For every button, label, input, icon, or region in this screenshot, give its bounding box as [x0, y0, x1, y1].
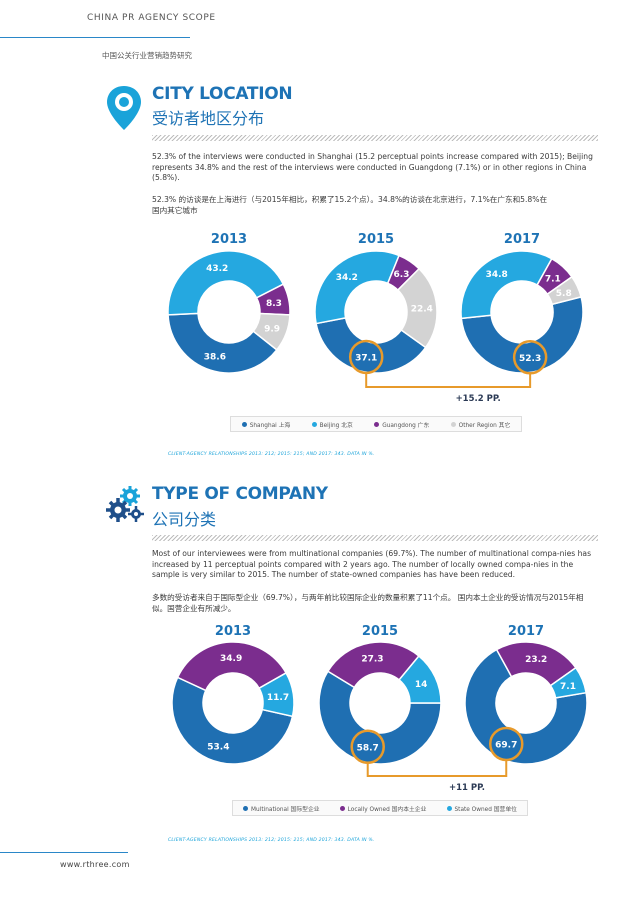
legend-item-other: Other Region 其它 — [450, 420, 510, 429]
legend-item-guangdong: Guangdong 广东 — [374, 420, 429, 429]
company-legend: Multinational 国际型企业 Locally Owned 国内本土企业… — [232, 800, 528, 816]
city-value-label-2015-3: 22.4 — [411, 305, 433, 315]
company-slice-2015-0 — [318, 670, 442, 765]
company-value-label-2017-2: 7.1 — [560, 682, 576, 692]
city-slice-2015-0 — [315, 316, 427, 374]
legend-item-locally-owned: Locally Owned 国内本土企业 — [339, 804, 426, 813]
company-slice-2013-2 — [258, 671, 295, 718]
company-slice-2015-2 — [398, 654, 442, 704]
city-slice-2015-3 — [396, 267, 438, 349]
city-value-label-2015-0: 37.1 — [355, 353, 377, 363]
gears-icon — [106, 486, 144, 522]
city-title-cn: 受访者地区分布 — [152, 109, 265, 128]
city-value-label-2013-2: 8.3 — [266, 299, 282, 309]
city-change-bracket — [365, 372, 532, 388]
company-source: CLIENT-AGENCY RELATIONSHIPS 2013: 212; 2… — [168, 838, 375, 843]
company-change-bracket — [366, 759, 508, 777]
company-title-en: TYPE OF COMPANY — [152, 484, 328, 504]
city-value-label-2013-3: 9.9 — [264, 325, 280, 335]
city-divider — [152, 135, 598, 141]
city-value-label-2017-3: 5.8 — [556, 289, 572, 299]
header-rule — [0, 37, 190, 38]
city-text-cn: 52.3% 的访谈是在上海进行（与2015年相比，积累了15.2个点）。34.8… — [152, 195, 548, 215]
city-value-label-2013-0: 38.6 — [204, 352, 226, 362]
city-value-label-2017-0: 52.3 — [519, 354, 541, 364]
city-source: CLIENT-AGENCY RELATIONSHIPS 2013: 212; 2… — [168, 452, 375, 457]
city-slice-2017-1 — [460, 250, 553, 320]
company-value-label-2015-0: 58.7 — [357, 743, 379, 753]
company-value-label-2017-0: 69.7 — [495, 740, 517, 750]
city-slice-2013-0 — [167, 312, 278, 374]
city-year-label-2017: 2017 — [504, 232, 540, 247]
company-value-label-2013-2: 11.7 — [267, 693, 289, 703]
company-value-label-2013-0: 53.4 — [207, 743, 229, 753]
company-value-label-2015-1: 27.3 — [361, 655, 383, 665]
company-title-cn: 公司分类 — [152, 510, 217, 529]
company-change-label: +11 PP. — [449, 783, 485, 793]
city-legend: Shanghai 上海 Beijing 北京 Guangdong 广东 Othe… — [230, 416, 522, 432]
city-slice-2013-3 — [252, 312, 291, 351]
city-slice-2017-3 — [546, 275, 583, 306]
city-slice-2013-1 — [167, 250, 285, 316]
company-year-label-2017: 2017 — [508, 624, 544, 639]
company-text-cn: 多数的受访者来自于国际型企业（69.7%），与两年前比较国际企业的数量积累了11… — [152, 593, 584, 613]
company-slice-2013-1 — [176, 641, 288, 692]
city-text-en: 52.3% of the interviews were conducted i… — [152, 152, 593, 183]
company-slice-2017-0 — [464, 648, 588, 765]
footer-rule — [0, 852, 128, 853]
company-text-en: Most of our interviewees were from multi… — [152, 549, 592, 580]
city-value-label-2015-2: 6.3 — [393, 270, 409, 280]
company-value-label-2017-1: 23.2 — [525, 655, 547, 665]
city-year-label-2013: 2013 — [211, 232, 247, 247]
company-divider — [152, 535, 598, 541]
location-pin-icon — [107, 86, 141, 130]
city-slice-2017-0 — [460, 295, 584, 374]
legend-item-beijing: Beijing 北京 — [311, 420, 353, 429]
company-value-label-2013-1: 34.9 — [220, 654, 242, 664]
header-subtitle: 中国公关行业营销趋势研究 — [102, 51, 192, 60]
company-year-label-2013: 2013 — [215, 624, 251, 639]
company-slice-2015-1 — [326, 641, 420, 689]
city-year-label-2015: 2015 — [358, 232, 394, 247]
city-value-label-2017-1: 34.8 — [486, 270, 508, 280]
company-slice-2013-0 — [171, 676, 294, 765]
company-slice-2017-2 — [549, 666, 587, 699]
legend-item-state-owned: State Owned 国营单位 — [446, 804, 517, 813]
city-value-label-2015-1: 34.2 — [336, 273, 358, 283]
city-slice-2015-1 — [314, 250, 401, 325]
company-year-label-2015: 2015 — [362, 624, 398, 639]
city-value-label-2017-2: 7.1 — [545, 274, 561, 284]
city-value-label-2013-1: 43.2 — [206, 264, 228, 274]
city-change-label: +15.2 PP. — [456, 394, 501, 404]
company-value-label-2015-2: 14 — [415, 680, 428, 690]
city-title-en: CITY LOCATION — [152, 84, 293, 104]
legend-item-multinational: Multinational 国际型企业 — [243, 804, 320, 813]
header-title: CHINA PR AGENCY SCOPE — [87, 13, 216, 23]
legend-item-shanghai: Shanghai 上海 — [241, 420, 290, 429]
footer-url: www.rthree.com — [60, 860, 130, 869]
